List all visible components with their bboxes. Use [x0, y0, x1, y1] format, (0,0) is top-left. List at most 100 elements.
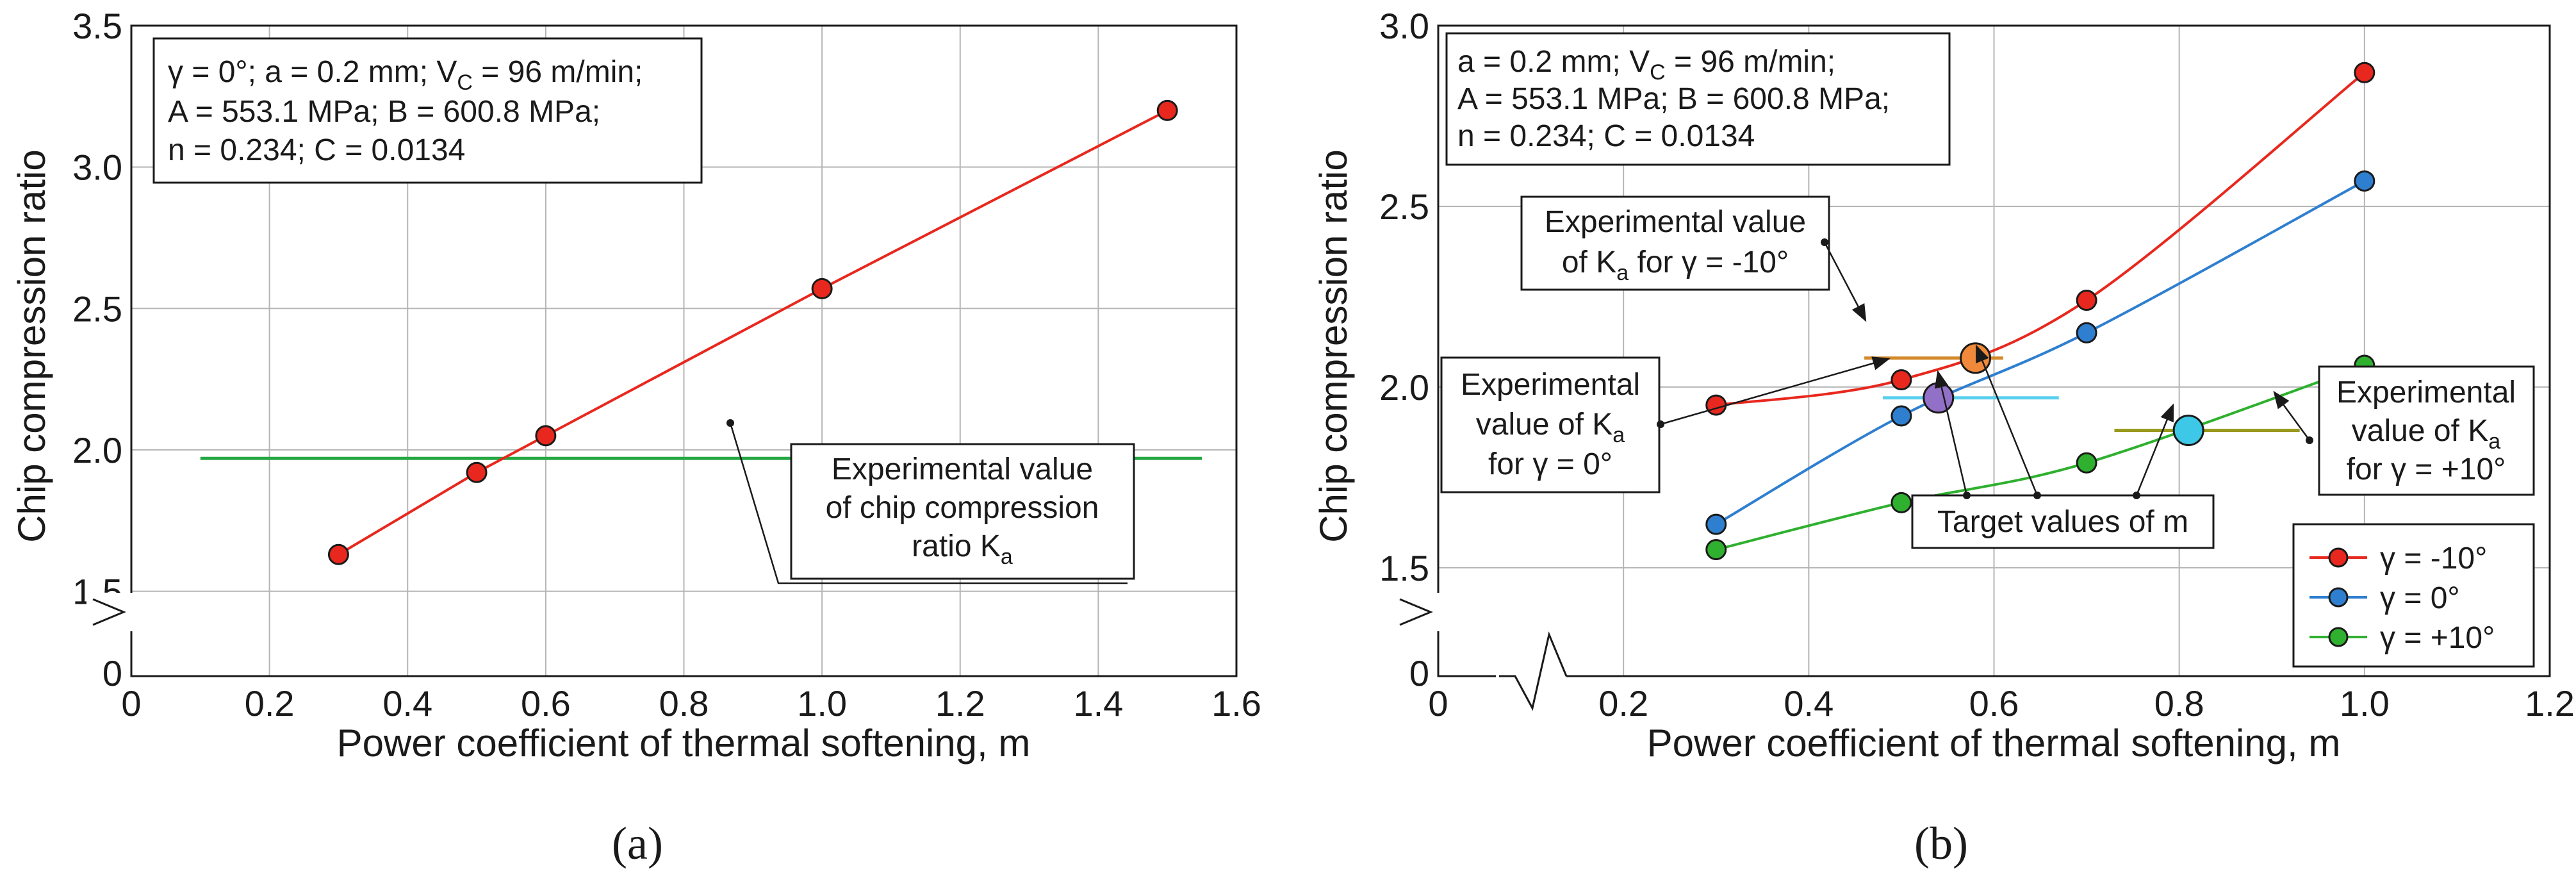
- chart-a-y-tick-label: 2.0: [72, 430, 122, 470]
- chart-b-params-line-3: n = 0.234; C = 0.0134: [1457, 119, 1755, 153]
- chart-a-x-tick-label: 1.4: [1073, 683, 1123, 724]
- chart-a-plot-frame: [130, 24, 1238, 677]
- chart-a-annotation-line-3: ratio Ka: [912, 529, 1013, 569]
- chart-a-data-point: [327, 543, 349, 565]
- chart-b-data-point: [2076, 452, 2097, 474]
- chart-b-series-line: [1716, 71, 2366, 407]
- chart-b-legend-label-0: γ = -10°: [2380, 542, 2487, 576]
- chart-a-annotation-box: [790, 443, 1135, 580]
- chart-b-params-box: [1445, 32, 1951, 166]
- chart-a-y-tick-label: 2.5: [72, 288, 122, 329]
- chart-a-x-tick-label: 0.4: [382, 683, 432, 724]
- chart-a-break-mark: [92, 598, 126, 626]
- chart-a-series: [327, 99, 1178, 565]
- chart-b-axis-break: [1393, 593, 1568, 711]
- chart-a-x-tick-label: 1.0: [797, 683, 847, 724]
- chart-b-data-point: [2354, 62, 2375, 83]
- chart-a-x-tick-label: 0.8: [659, 683, 709, 724]
- chart-b-annotation-target-text: Target values of m: [1937, 505, 2188, 539]
- chart-a: 0 0.2 0.4 0.6 0.8 1.0 1.2 1.4 1.61.52.02.53.03.5…: [10, 6, 1261, 869]
- chart-b-annotation-exp-zero-box: [1440, 356, 1661, 493]
- chart-b-y-tick-label: 2.5: [1379, 186, 1429, 227]
- chart-a-data-point: [535, 425, 557, 447]
- chart-b-tick-labels: 0 0.2 0.4 0.6 0.8 1.0 1.2 1.5 2.0 2.5 3.0 0: [1379, 6, 2575, 724]
- chart-b-panel-label: (b): [1914, 818, 1968, 869]
- chart-b-annotation-exp-plus10-line-1: Experimental: [2336, 376, 2516, 410]
- chart-a-tick-labels: 0 0.2 0.4 0.6 0.8 1.0 1.2 1.4 1.61.52.02.53.03.5…: [72, 6, 1261, 724]
- chart-b-plot-frame: [1437, 24, 2551, 677]
- chart-a-panel-label: (a): [612, 818, 663, 869]
- chart-a-data-point: [811, 277, 833, 299]
- chart-b-x-break-mark: [1499, 631, 1568, 711]
- chart-b-annotation-exp-minus10-box: [1520, 195, 1830, 291]
- chart-b-annotation-exp-minus10-line-2: of Ka for γ = -10°: [1562, 245, 1789, 285]
- chart-b-annotation-exp-zero-line-3: for γ = 0°: [1488, 447, 1612, 481]
- chart-b-x-tick-label: 0.2: [1598, 683, 1648, 724]
- chart-b-legend-marker-1: [2328, 587, 2349, 608]
- chart-b-series-line: [1716, 364, 2365, 551]
- chart-b-x-tick-label: 1.0: [2340, 683, 2390, 724]
- chart-b-legend-label-2: γ = +10°: [2380, 621, 2495, 655]
- chart-b-x-break-mask: [1496, 628, 1566, 679]
- chart-a-annotation-line-2: of chip compression: [826, 491, 1099, 525]
- chart-b-annotation-target-arrow-2: [1975, 344, 2039, 496]
- chart-b-data-point: [1891, 369, 1912, 391]
- chart-b-data-point: [1891, 405, 1912, 427]
- chart-b-annotation-target-box: [1911, 494, 2215, 549]
- chart-b-data-point: [1705, 513, 1727, 535]
- chart-b-series-line: [1715, 179, 2365, 526]
- chart-b-x-tick-label: 0.8: [2154, 683, 2204, 724]
- chart-b-legend-label-1: γ = 0°: [2380, 581, 2460, 615]
- chart-b-y-tick-label: 1.5: [1379, 548, 1429, 588]
- chart-b-data-point: [2354, 170, 2375, 192]
- chart-a-x-tick-label: 1.2: [935, 683, 985, 724]
- chart-b-y-zero-label: 0: [1409, 653, 1429, 693]
- chart-b-params-line-1: a = 0.2 mm; VC = 96 m/min;: [1457, 45, 1835, 85]
- chart-b-x-tick-label: 1.2: [2525, 683, 2575, 724]
- chart-a-x-tick-label: 1.6: [1211, 683, 1261, 724]
- chart-a-x-axis-label: Power coefficient of thermal softening, …: [337, 722, 1031, 765]
- chart-b: 0 0.2 0.4 0.6 0.8 1.0 1.2 1.5 2.0 2.5 3.0 0 a = 0.2…: [1312, 6, 2575, 869]
- chart-a-y-tick-label: 3.0: [72, 147, 122, 188]
- chart-b-params-line-2: A = 553.1 MPa; B = 600.8 MPa;: [1457, 82, 1890, 116]
- chart-b-annotation-exp-plus10-arrow: [2273, 390, 2311, 441]
- chart-b-data-point: [1705, 539, 1727, 561]
- chart-a-annotation-dot: [726, 419, 734, 427]
- chart-b-data-point: [2076, 322, 2097, 344]
- chart-b-y-axis-label: Chip compression ratio: [1312, 149, 1355, 543]
- chart-b-annotation-target-arrow-3: [2135, 403, 2174, 496]
- chart-b-data-point: [1891, 492, 1912, 513]
- chart-b-x-axis-label: Power coefficient of thermal softening, …: [1647, 722, 2341, 765]
- chart-a-params-line-2: A = 553.1 MPa; B = 600.8 MPa;: [168, 95, 600, 129]
- chart-b-annotation-exp-minus10-arrow: [1823, 242, 1867, 322]
- chart-b-target-point: [2172, 415, 2204, 447]
- chart-a-data-point: [1156, 99, 1178, 121]
- chart-a-data-point: [466, 461, 488, 483]
- chart-b-annotation-exp-zero-line-1: Experimental: [1461, 368, 1640, 402]
- chart-b-y-break-mark: [1399, 598, 1433, 626]
- chart-b-annotation-exp-plus10-box: [2318, 365, 2535, 496]
- chart-a-annotation-line-1: Experimental value: [832, 452, 1093, 486]
- chart-a-x-tick-label: 0: [121, 683, 141, 724]
- chart-b-x-tick-label: 0.4: [1784, 683, 1834, 724]
- chart-b-legend-marker-2: [2328, 627, 2349, 647]
- chart-b-data-point: [2076, 290, 2097, 311]
- chart-a-y-zero-label: 0: [103, 653, 122, 693]
- chart-a-y-tick-label: 3.5: [72, 6, 122, 46]
- chart-b-annotation-target-arrow-1: [1934, 370, 1968, 496]
- chart-a-annotation-pointer: [729, 422, 1128, 584]
- chart-b-annotation-exp-plus10-line-3: for γ = +10°: [2347, 452, 2506, 486]
- chart-b-x-tick-label: 0: [1428, 683, 1448, 724]
- chart-b-y-tick-label: 2.0: [1379, 367, 1429, 408]
- chart-b-data-point: [1705, 394, 1727, 416]
- chart-b-legend: γ = -10° γ = 0° γ = +10°: [2292, 523, 2535, 668]
- chart-b-annotation-exp-minus10-line-1: Experimental value: [1545, 205, 1806, 239]
- chart-b-x-tick-label: 0.6: [1969, 683, 2019, 724]
- chart-b-annotation-exp-zero-arrow: [1660, 356, 1891, 426]
- chart-b-annotation-exp-zero-line-2: value of Ka: [1476, 408, 1625, 447]
- chart-a-params-line-3: n = 0.234; C = 0.0134: [168, 133, 465, 167]
- chart-a-x-tick-label: 0.6: [521, 683, 571, 724]
- chart-a-params-line-1: γ = 0°; a = 0.2 mm; VC = 96 m/min;: [168, 55, 643, 95]
- chart-a-axis-break: [86, 593, 133, 631]
